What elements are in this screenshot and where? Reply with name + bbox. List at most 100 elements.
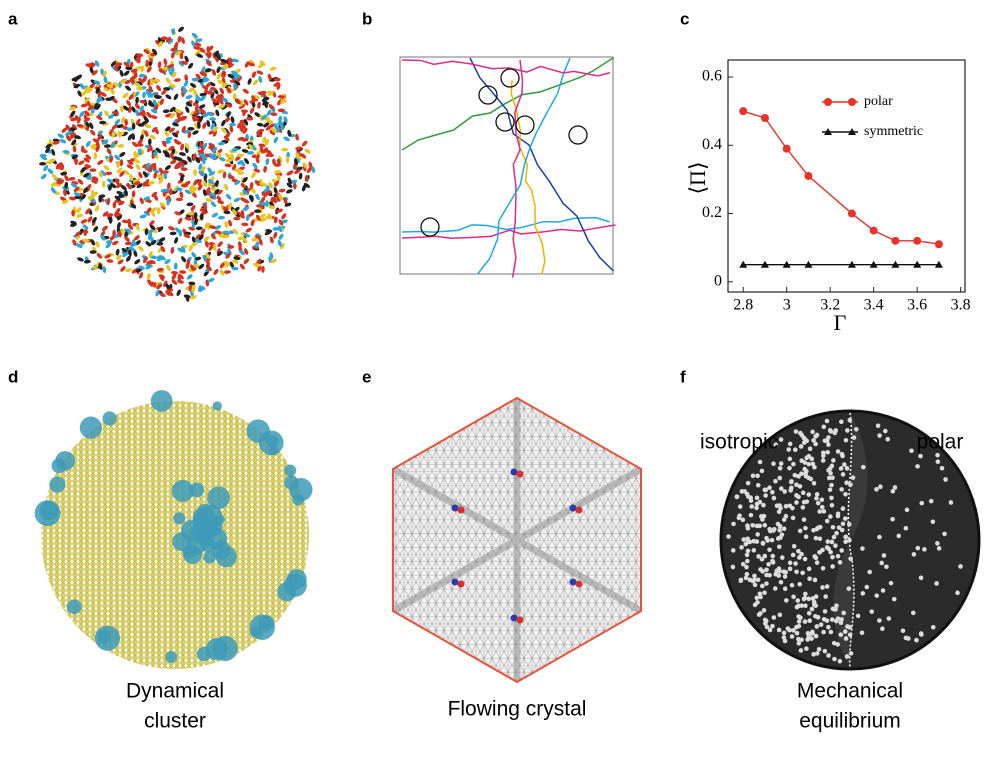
particle [304, 148, 312, 155]
grain [779, 437, 784, 442]
particle [247, 78, 253, 86]
grain [877, 433, 882, 438]
grain [791, 516, 796, 521]
grain [936, 459, 941, 464]
grain [771, 560, 776, 565]
grain [881, 588, 886, 593]
particle [263, 165, 268, 173]
grain [764, 536, 769, 541]
grain [755, 496, 760, 501]
grain [800, 571, 805, 576]
grain [856, 614, 861, 619]
grain [771, 461, 776, 466]
defect [576, 507, 583, 514]
grain [788, 561, 793, 566]
particle [252, 238, 259, 242]
grain [762, 488, 767, 493]
grain [848, 632, 853, 637]
grain [757, 612, 762, 617]
grain [807, 618, 812, 623]
grain [901, 628, 906, 633]
particle [106, 259, 113, 263]
grain [825, 450, 830, 455]
grain [761, 541, 766, 546]
particle [257, 101, 262, 108]
grain [825, 539, 830, 544]
grain [806, 492, 811, 497]
grain [849, 651, 854, 656]
particle [176, 198, 183, 202]
grain [780, 532, 785, 537]
particle [94, 240, 100, 248]
particle [241, 109, 248, 113]
grain [795, 631, 800, 636]
particle [164, 164, 172, 171]
grain [816, 501, 821, 506]
grain [814, 634, 819, 639]
grain [755, 539, 760, 544]
grain [802, 517, 807, 522]
grain [812, 481, 817, 486]
particle [256, 70, 264, 76]
grain [844, 480, 849, 485]
particle [124, 85, 132, 92]
marker [891, 237, 899, 245]
grain [783, 574, 788, 579]
particle [281, 148, 288, 152]
particle [223, 183, 228, 191]
particle [139, 197, 145, 205]
marker [935, 240, 943, 248]
grain [841, 522, 846, 527]
grain [836, 554, 841, 559]
grain [817, 509, 822, 514]
particle [298, 172, 302, 179]
grain [780, 555, 785, 560]
particle [206, 120, 211, 128]
grain [803, 460, 808, 465]
particle [270, 112, 277, 116]
grain [829, 429, 834, 434]
cluster-blob [259, 430, 284, 455]
particle [165, 93, 173, 100]
grain [766, 562, 771, 567]
x-tick-label: 3 [783, 297, 791, 314]
grain [797, 555, 802, 560]
side-label: polar [917, 431, 964, 454]
grain [847, 418, 852, 423]
grain [929, 499, 934, 504]
grain [882, 553, 887, 558]
grain [869, 609, 874, 614]
particle [111, 240, 119, 246]
cluster-blob [189, 483, 204, 498]
grain [916, 546, 921, 551]
grain [745, 553, 750, 558]
particle [233, 197, 241, 203]
grain [833, 543, 838, 548]
particle [183, 80, 189, 88]
particle [96, 252, 103, 260]
grain [820, 497, 825, 502]
particle [105, 171, 112, 175]
grain [791, 462, 796, 467]
grain [815, 560, 820, 565]
particle [76, 213, 84, 219]
grain [763, 493, 768, 498]
grain [778, 613, 783, 618]
particle [72, 145, 76, 152]
grain [760, 469, 765, 474]
particle [265, 158, 270, 165]
grain [810, 630, 815, 635]
grain [790, 583, 795, 588]
particle [101, 225, 109, 232]
grain [848, 556, 853, 561]
grain [806, 597, 811, 602]
grain [739, 545, 744, 550]
grain [731, 522, 736, 527]
particle [176, 289, 182, 297]
particle [179, 191, 184, 199]
grain [843, 629, 848, 634]
particle [243, 257, 250, 265]
caption: Flowing crystal [448, 698, 587, 721]
grain [788, 488, 793, 493]
panel-images [35, 26, 979, 685]
